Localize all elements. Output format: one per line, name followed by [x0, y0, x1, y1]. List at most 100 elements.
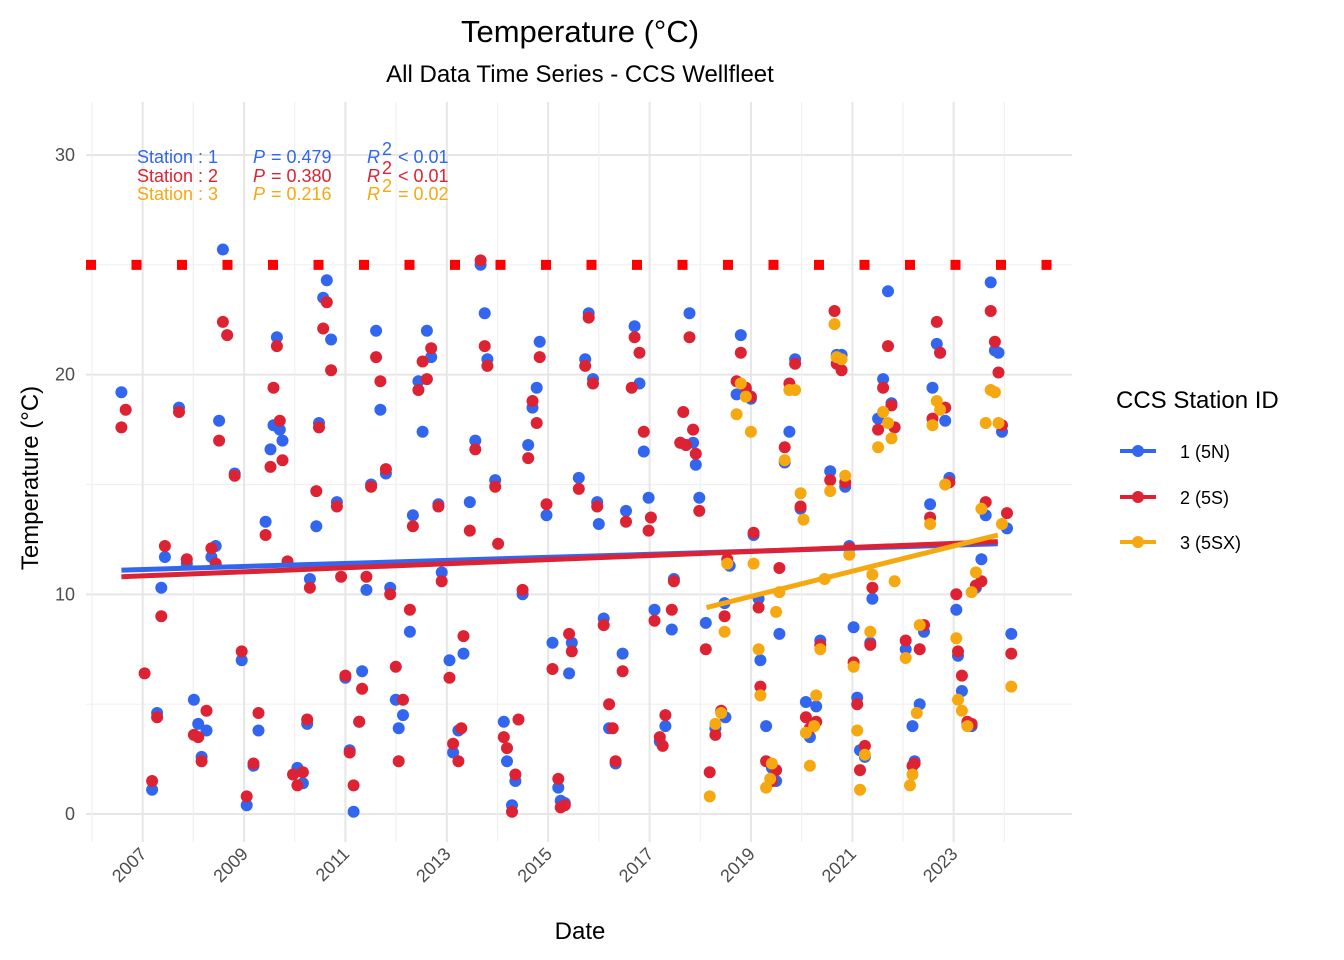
data-point — [866, 592, 879, 605]
data-point — [609, 755, 622, 768]
stat-p-symbol: P — [253, 166, 265, 186]
data-point — [835, 353, 848, 366]
data-point — [659, 709, 672, 722]
data-point — [754, 680, 767, 693]
data-point — [347, 805, 360, 818]
stat-p-value: = 0.479 — [271, 147, 332, 167]
data-point — [552, 772, 565, 785]
data-point — [463, 524, 476, 537]
stat-r-superscript: 2 — [382, 176, 392, 196]
data-point — [1005, 627, 1018, 640]
data-point — [824, 465, 837, 478]
data-point — [683, 307, 696, 320]
data-point — [864, 638, 877, 651]
series-2-points — [115, 254, 1018, 818]
stat-r-value: < 0.01 — [398, 166, 449, 186]
data-point — [533, 335, 546, 348]
data-point — [412, 384, 425, 396]
data-point — [625, 381, 638, 394]
data-point — [192, 731, 205, 744]
data-point — [379, 463, 392, 476]
data-point — [644, 511, 657, 524]
data-point — [734, 377, 747, 390]
data-point — [343, 746, 356, 759]
data-point — [656, 739, 669, 752]
data-point — [546, 636, 559, 649]
data-point — [709, 717, 722, 730]
data-point — [563, 627, 576, 640]
data-point — [195, 755, 208, 768]
y-tick-label: 10 — [55, 584, 75, 604]
data-point — [913, 643, 926, 656]
data-point — [703, 766, 716, 779]
data-point — [267, 381, 280, 394]
data-point — [259, 529, 272, 541]
data-point — [276, 434, 289, 447]
data-point — [866, 568, 879, 581]
data-point — [240, 799, 253, 812]
data-point — [760, 720, 773, 733]
data-point — [969, 566, 982, 579]
data-point — [522, 452, 535, 465]
data-point — [432, 500, 445, 513]
data-point — [228, 469, 241, 482]
data-point — [310, 485, 323, 498]
data-point — [824, 474, 837, 487]
data-point — [310, 520, 323, 533]
data-point — [235, 654, 248, 667]
data-point — [273, 423, 286, 436]
data-point — [715, 707, 728, 719]
data-point — [843, 548, 856, 561]
data-point — [416, 355, 429, 368]
data-point — [992, 366, 1005, 379]
data-point — [330, 500, 343, 513]
data-point — [591, 500, 604, 513]
data-point — [155, 581, 168, 594]
data-point — [814, 643, 827, 656]
data-point — [221, 329, 234, 342]
data-point — [360, 583, 373, 596]
data-point — [374, 375, 387, 388]
data-point — [509, 768, 522, 781]
data-point — [264, 460, 277, 473]
data-point — [955, 704, 968, 717]
legend-dot — [1132, 445, 1144, 457]
data-point — [699, 643, 712, 656]
trend-line-series-3 — [705, 532, 999, 610]
data-point — [296, 766, 309, 779]
data-point — [799, 696, 812, 708]
data-point — [885, 399, 898, 412]
data-point — [582, 311, 595, 324]
data-point — [235, 645, 248, 658]
data-point — [872, 423, 885, 436]
data-point — [828, 318, 841, 331]
y-tick-label: 0 — [65, 804, 75, 824]
data-point — [687, 423, 700, 436]
data-point — [721, 557, 734, 570]
data-point — [680, 439, 692, 451]
data-point — [648, 603, 661, 616]
data-point — [406, 509, 419, 522]
legend-item-3: 3 (5SX) — [1120, 533, 1241, 553]
data-point — [516, 583, 529, 596]
data-point — [335, 570, 348, 583]
data-point — [979, 417, 992, 429]
data-point — [406, 520, 419, 533]
data-point — [416, 425, 429, 438]
stat-r-symbol: R — [367, 147, 380, 167]
data-point — [347, 779, 360, 792]
data-point — [317, 322, 330, 335]
data-point — [597, 619, 610, 632]
data-point — [320, 274, 333, 287]
data-point — [789, 357, 802, 370]
data-point — [1005, 680, 1018, 693]
data-point — [478, 340, 491, 353]
data-point — [447, 737, 460, 750]
stat-r-value: = 0.02 — [398, 184, 449, 204]
data-point — [259, 515, 272, 528]
data-point — [950, 632, 963, 645]
data-point — [115, 421, 128, 434]
data-point — [877, 381, 890, 394]
data-point — [899, 652, 912, 664]
data-point — [689, 458, 702, 471]
